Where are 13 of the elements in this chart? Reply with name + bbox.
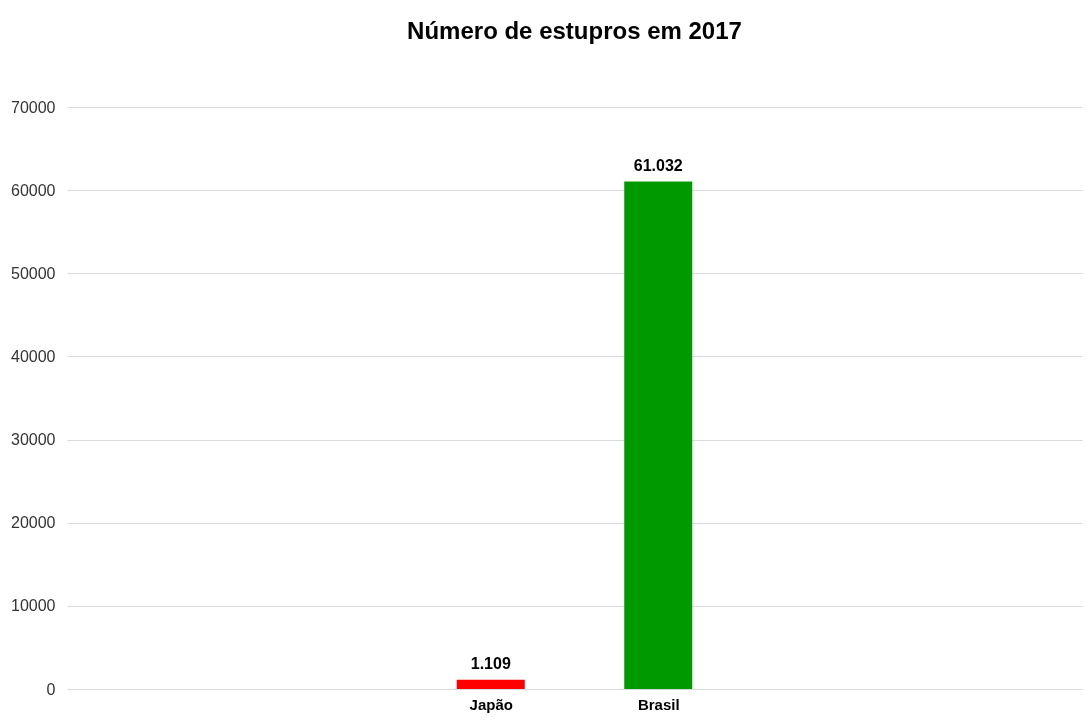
y-tick-label: 30000	[11, 431, 56, 449]
y-tick-label: 60000	[11, 181, 56, 199]
x-tick-label: Japão	[469, 695, 513, 713]
y-tick-label: 0	[46, 680, 56, 698]
y-tick-label: 20000	[11, 514, 56, 532]
x-tick-label: Brasil	[637, 695, 680, 713]
data-label: 61.032	[633, 156, 683, 174]
data-label: 1.109	[470, 654, 511, 672]
y-tick-label: 10000	[11, 597, 56, 615]
y-tick-label: 40000	[11, 347, 56, 365]
chart-title: Número de estupros em 2017	[407, 17, 742, 44]
y-tick-label: 50000	[11, 264, 56, 282]
y-tick-label: 70000	[11, 98, 56, 116]
